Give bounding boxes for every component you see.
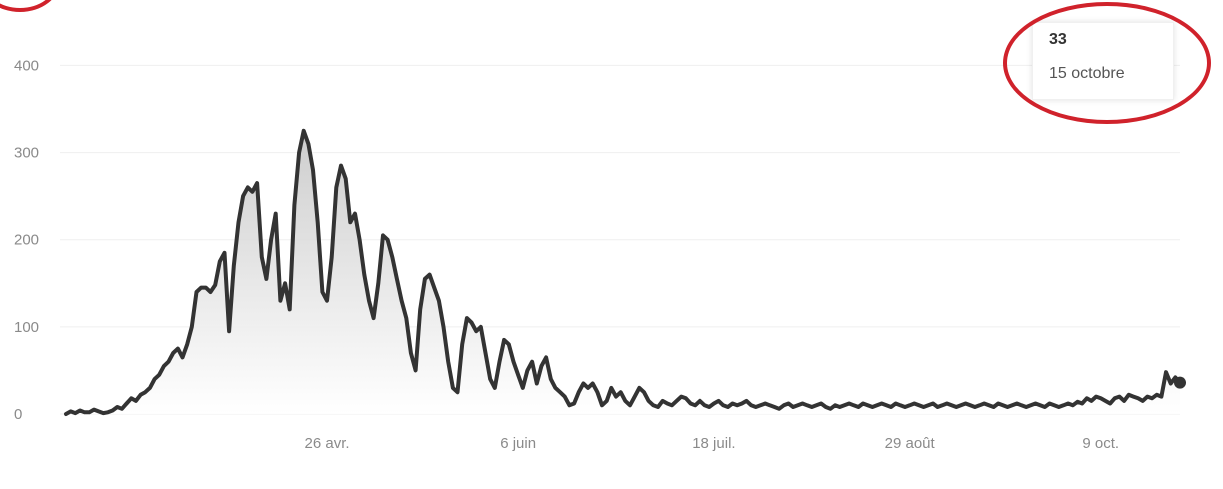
line-layer — [64, 128, 1182, 416]
red-annotation-circle — [1003, 2, 1211, 124]
y-tick-label: 400 — [14, 57, 39, 74]
x-axis: 26 avr. 6 juin 18 juil. 29 août 9 oct. — [305, 435, 1120, 452]
y-tick-label: 200 — [14, 232, 39, 249]
x-tick-label: 18 juil. — [692, 435, 735, 452]
y-tick-label: 300 — [14, 145, 39, 162]
area-layer — [66, 130, 1180, 415]
y-tick-label: 0 — [14, 406, 22, 423]
y-tick-label: 100 — [14, 319, 39, 336]
x-tick-label: 6 juin — [500, 435, 536, 452]
series-area — [66, 130, 1180, 415]
y-axis: 0 100 200 300 400 — [14, 57, 39, 423]
marker-layer — [1174, 376, 1186, 389]
series-line — [64, 128, 1182, 416]
x-tick-label: 29 août — [885, 435, 936, 452]
x-tick-label: 9 oct. — [1082, 435, 1119, 452]
x-tick-label: 26 avr. — [305, 435, 350, 452]
last-point-marker — [1174, 376, 1186, 389]
